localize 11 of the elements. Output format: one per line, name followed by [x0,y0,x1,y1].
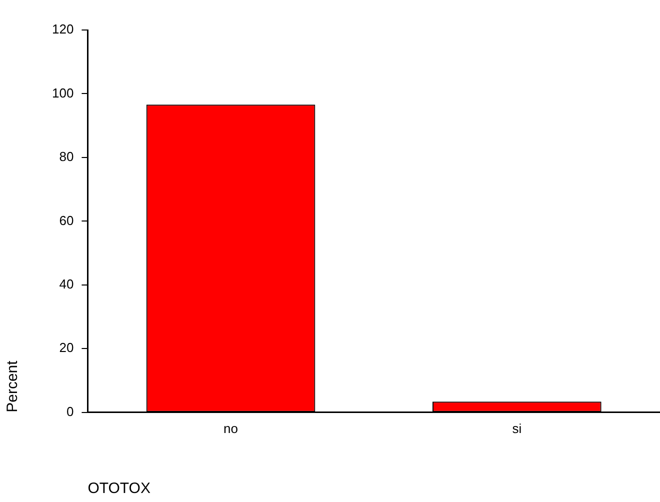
y-tick-label: 60 [59,212,74,228]
x-tick-label: no [224,420,238,436]
y-tick-label: 100 [52,85,74,100]
y-tick-label: 80 [59,149,74,164]
y-tick-label: 0 [66,404,74,419]
y-axis-title: Percent [4,360,22,412]
y-tick-label: 40 [59,276,74,292]
x-tick-label: si [512,420,522,436]
y-tick-label: 20 [59,340,74,356]
y-tick-label: 120 [52,22,74,37]
x-axis-title: OTOTOX [88,480,150,498]
